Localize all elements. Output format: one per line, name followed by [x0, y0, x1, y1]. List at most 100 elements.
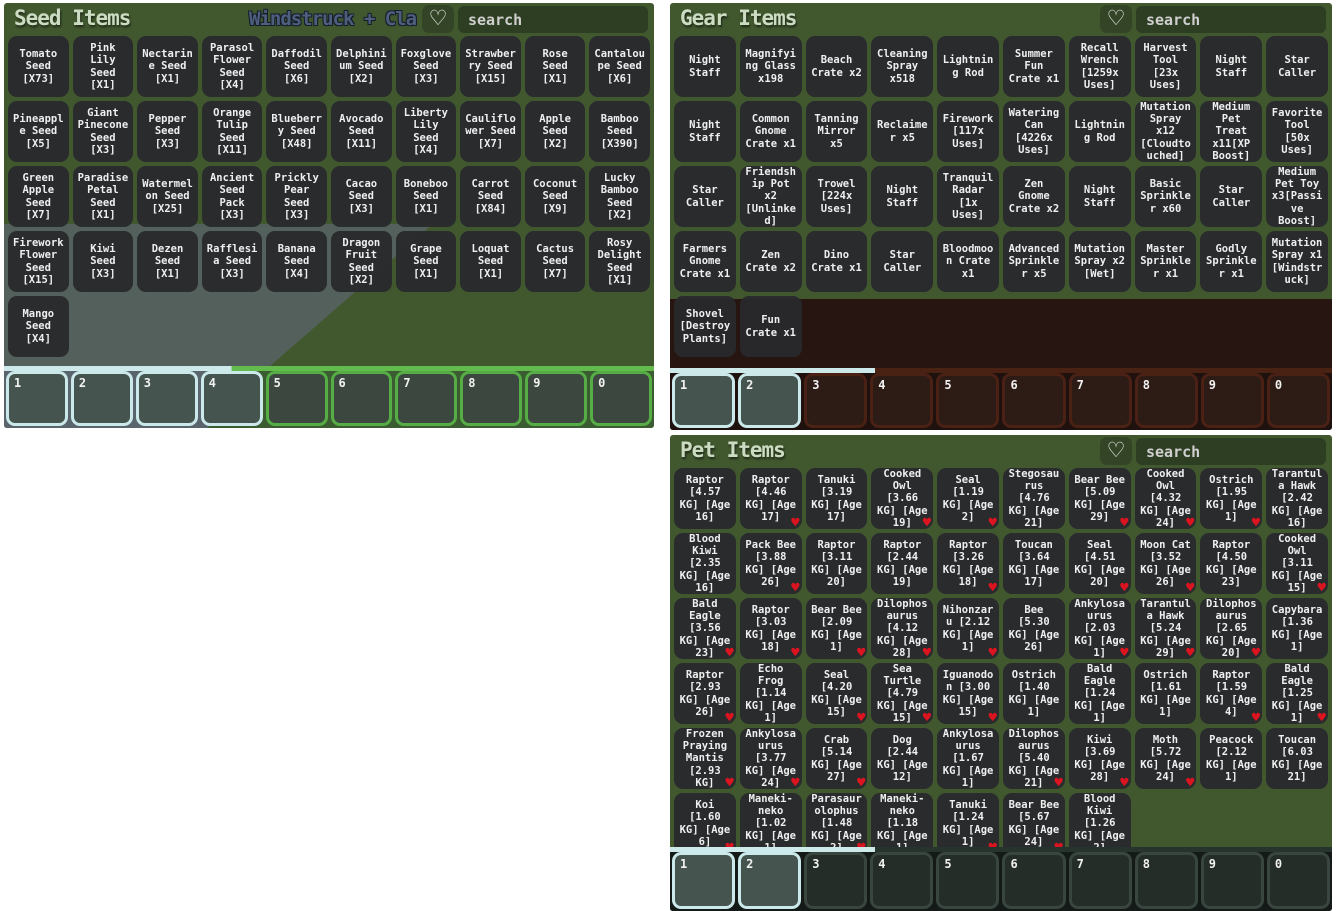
hotbar-slot[interactable]: 9 — [1200, 852, 1264, 909]
gear-item-tile[interactable]: Master Sprinkler x1 — [1134, 231, 1197, 292]
hotbar-slot[interactable]: 2 — [738, 852, 802, 909]
gear-item-tile[interactable]: Favorite Tool [50x Uses] — [1266, 101, 1328, 162]
pet-item-tile[interactable]: Raptor [2.93 KG] [Age 26] ♥ — [674, 663, 736, 725]
favorites-filter-button[interactable]: ♡ — [422, 5, 454, 33]
gear-item-tile[interactable]: Magnifying Glass x198 — [739, 36, 802, 97]
seed-item-tile[interactable]: Tomato Seed [X73] — [8, 36, 69, 97]
hotbar-slot[interactable]: 4 — [870, 852, 934, 909]
pet-item-tile[interactable]: Raptor [2.44 KG] [Age 19] — [871, 533, 934, 594]
pet-item-tile[interactable]: Frozen Praying Mantis [2.93 KG] ♥ — [674, 728, 736, 790]
pet-search-input[interactable] — [1136, 438, 1326, 465]
hotbar-slot[interactable]: 3 — [135, 371, 198, 426]
hotbar-slot[interactable]: 8 — [1134, 373, 1198, 428]
gear-item-tile[interactable]: Night Staff — [1200, 36, 1263, 97]
hotbar-slot[interactable]: 6 — [330, 371, 393, 426]
pet-item-tile[interactable]: Sea Turtle [4.79 KG] [Age 15] ♥ — [871, 663, 934, 725]
seed-item-tile[interactable]: Kiwi Seed [X3] — [72, 231, 134, 292]
seed-item-tile[interactable]: Nectarine Seed [X1] — [137, 36, 198, 97]
seed-item-tile[interactable]: Strawberry Seed [X15] — [460, 36, 521, 97]
gear-item-tile[interactable]: Star Caller — [1266, 36, 1328, 97]
gear-item-tile[interactable]: Medium Pet Treat x11[XP Boost] — [1200, 101, 1263, 162]
gear-item-tile[interactable]: Fun Crate x1 — [739, 296, 802, 357]
gear-item-tile[interactable]: Shovel [Destroy Plants] — [674, 296, 736, 357]
hotbar-slot[interactable]: 0 — [1266, 373, 1330, 428]
seed-item-tile[interactable]: Prickly Pear Seed [X3] — [266, 166, 327, 227]
hotbar-slot[interactable]: 7 — [395, 371, 458, 426]
pet-item-tile[interactable]: Tanuki [3.19 KG] [Age 17] — [805, 468, 868, 529]
hotbar-slot[interactable]: 2 — [738, 373, 802, 428]
pet-item-tile[interactable]: Stegosaurus [4.76 KG] [Age 21] — [1002, 468, 1065, 529]
gear-item-tile[interactable]: Star Caller — [1200, 166, 1263, 227]
hotbar-slot[interactable]: 6 — [1002, 852, 1066, 909]
seed-item-tile[interactable]: Parasol Flower Seed [X4] — [201, 36, 263, 97]
seed-item-tile[interactable]: Grape Seed [X1] — [395, 231, 457, 292]
gear-item-tile[interactable]: Night Staff — [674, 36, 736, 97]
hotbar-slot[interactable]: 6 — [1002, 373, 1066, 428]
gear-item-tile[interactable]: Summer Fun Crate x1 — [1002, 36, 1065, 97]
seed-item-tile[interactable]: Orange Tulip Seed [X11] — [201, 101, 263, 162]
hotbar-slot[interactable]: 8 — [460, 371, 523, 426]
pet-item-tile[interactable]: Ostrich [1.61 KG] [Age 1] — [1134, 663, 1197, 724]
gear-item-tile[interactable]: Godly Sprinkler x1 — [1200, 231, 1263, 292]
seed-item-tile[interactable]: Cantaloupe Seed [X6] — [589, 36, 650, 97]
pet-item-tile[interactable]: Peacock [2.12 KG] [Age 1] — [1200, 728, 1263, 789]
seed-item-tile[interactable]: Boneboo Seed [X1] — [395, 166, 457, 227]
favorites-filter-button[interactable]: ♡ — [1100, 437, 1132, 465]
pet-item-tile[interactable]: Cooked Owl [4.32 KG] [Age 24] ♥ — [1134, 468, 1197, 530]
gear-item-tile[interactable]: Star Caller — [674, 166, 736, 227]
pet-item-tile[interactable]: Raptor [3.11 KG] [Age 20] — [805, 533, 868, 594]
pet-item-tile[interactable]: Ankylosaurus [1.67 KG] [Age 1] — [937, 728, 999, 789]
pet-item-tile[interactable]: Parasaurolophus [1.48 KG] [Age 2] ♥ — [805, 793, 868, 855]
gear-item-tile[interactable]: Mutation Spray x12 [Cloudtouched] — [1134, 101, 1197, 162]
pet-item-tile[interactable]: Bald Eagle [1.25 KG] [Age 1] ♥ — [1266, 663, 1328, 725]
pet-item-tile[interactable]: Nihonzaru [2.12 KG] [Age 1] ♥ — [937, 598, 999, 660]
pet-item-tile[interactable]: Koi [1.60 KG] [Age 6] ♥ — [674, 793, 736, 855]
pet-item-tile[interactable]: Crab [5.14 KG] [Age 27] ♥ — [805, 728, 868, 790]
gear-item-tile[interactable]: Harvest Tool [23x Uses] — [1134, 36, 1197, 97]
seed-item-tile[interactable]: Giant Pinecone Seed [X3] — [72, 101, 134, 162]
seed-item-tile[interactable]: Apple Seed [X2] — [524, 101, 586, 162]
pet-item-tile[interactable]: Ostrich [1.95 KG] [Age 1] ♥ — [1200, 468, 1263, 530]
pet-item-tile[interactable]: Toucan [6.03 KG] [Age 21] — [1266, 728, 1328, 789]
gear-item-tile[interactable]: Watering Can [4226x Uses] — [1002, 101, 1065, 162]
seed-item-tile[interactable]: Cauliflower Seed [X7] — [460, 101, 521, 162]
seed-item-tile[interactable]: Bamboo Seed [X390] — [589, 101, 650, 162]
pet-item-tile[interactable]: Raptor [1.59 KG] [Age 4] ♥ — [1200, 663, 1263, 725]
pet-item-tile[interactable]: Cooked Owl [3.66 KG] [Age 19] ♥ — [871, 468, 934, 530]
hotbar-slot[interactable]: 7 — [1068, 373, 1132, 428]
hotbar-slot[interactable]: 0 — [590, 371, 652, 426]
hotbar-slot[interactable]: 9 — [525, 371, 588, 426]
seed-item-tile[interactable]: Pepper Seed [X3] — [137, 101, 198, 162]
gear-item-tile[interactable]: Mutation Spray x2 [Wet] — [1068, 231, 1131, 292]
hotbar-slot[interactable]: 0 — [1266, 852, 1330, 909]
hotbar-slot[interactable]: 4 — [870, 373, 934, 428]
pet-item-tile[interactable]: Maneki-neko [1.02 KG] [Age 1] — [739, 793, 802, 854]
hotbar-slot[interactable]: 1 — [672, 373, 736, 428]
gear-item-tile[interactable]: Lightning Rod — [937, 36, 999, 97]
gear-item-tile[interactable]: Lightning Rod — [1068, 101, 1131, 162]
hotbar-slot[interactable]: 3 — [804, 852, 868, 909]
gear-item-tile[interactable]: Firework [117x Uses] — [937, 101, 999, 162]
pet-item-tile[interactable]: Capybara [1.36 KG] [Age 1] — [1266, 598, 1328, 659]
pet-item-tile[interactable]: Toucan [3.64 KG] [Age 17] — [1002, 533, 1065, 594]
pet-item-tile[interactable]: Bear Bee [5.09 KG] [Age 29] ♥ — [1068, 468, 1131, 530]
hotbar-slot[interactable]: 5 — [936, 373, 1000, 428]
seed-item-tile[interactable]: Carrot Seed [X84] — [460, 166, 521, 227]
seed-item-tile[interactable]: Cactus Seed [X7] — [524, 231, 586, 292]
pet-item-tile[interactable]: Echo Frog [1.14 KG] [Age 1] — [739, 663, 802, 724]
hotbar-slot[interactable]: 9 — [1200, 373, 1264, 428]
pet-item-tile[interactable]: Blood Kiwi [2.35 KG] [Age 16] — [674, 533, 736, 594]
pet-item-tile[interactable]: Blood Kiwi [1.26 KG] [Age 2] — [1068, 793, 1131, 854]
pet-item-tile[interactable]: Dilophosaurus [2.65 KG] [Age 20] ♥ — [1200, 598, 1263, 660]
seed-item-tile[interactable]: Foxglove Seed [X3] — [395, 36, 457, 97]
hotbar-slot[interactable]: 7 — [1068, 852, 1132, 909]
pet-item-tile[interactable]: Seal [1.19 KG] [Age 2] ♥ — [937, 468, 999, 530]
seed-item-tile[interactable]: Cacao Seed [X3] — [330, 166, 392, 227]
gear-item-tile[interactable]: Night Staff — [871, 166, 934, 227]
seed-item-tile[interactable]: Banana Seed [X4] — [266, 231, 327, 292]
pet-item-tile[interactable]: Moth [5.72 KG] [Age 24] ♥ — [1134, 728, 1197, 790]
pet-item-tile[interactable]: Bee [5.30 KG] [Age 26] — [1002, 598, 1065, 659]
gear-item-tile[interactable]: Friendship Pot x2 [Unlinked] — [739, 166, 802, 227]
seed-item-tile[interactable]: Blueberry Seed [X48] — [266, 101, 327, 162]
hotbar-slot[interactable]: 3 — [804, 373, 868, 428]
